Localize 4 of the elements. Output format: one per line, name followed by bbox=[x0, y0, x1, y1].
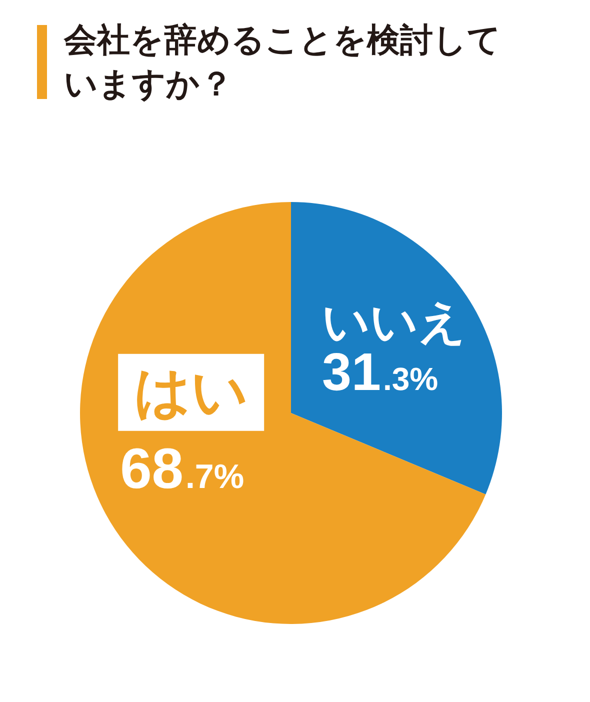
chart-title: 会社を辞めることを検討していますか？ bbox=[64, 19, 502, 105]
slice-label: いいえ bbox=[322, 295, 466, 350]
slice-label: はい bbox=[134, 360, 248, 425]
data-label: 68.7% bbox=[120, 436, 244, 501]
